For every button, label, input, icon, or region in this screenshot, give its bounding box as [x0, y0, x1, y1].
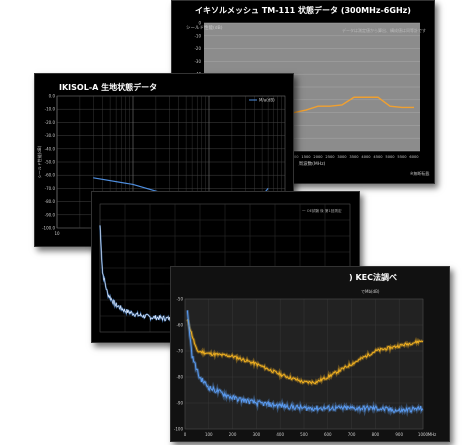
x-axis-label: 周波数(MHz)	[299, 160, 326, 167]
y-tick-label: -30	[194, 59, 201, 64]
y-tick-label: -10	[194, 33, 201, 38]
y-tick-label: -80	[176, 375, 183, 380]
y-tick-label: -20	[194, 46, 201, 51]
x-tick-label: 500	[300, 432, 308, 437]
x-tick-label: 4500	[373, 155, 383, 159]
chart-plot-kec: -50 -60 -70 -80 -90 -1000 100 200 300 400 500 600 70…	[174, 297, 437, 438]
y-tick-label: -100.0	[42, 226, 55, 231]
y-tick-label: -10.0	[45, 107, 56, 112]
x-tick-label: 2000	[313, 155, 323, 159]
y-axis-label: シールド性能(dB)	[36, 145, 42, 178]
y-tick-label: -30.0	[45, 133, 56, 138]
x-tick-label: 10	[54, 231, 60, 236]
x-tick-label: 200	[229, 432, 237, 437]
y-tick-label: -20.0	[45, 120, 56, 125]
series-line	[186, 310, 424, 414]
x-tick-label: 1500	[301, 155, 311, 159]
x-tick-label: 5500	[397, 155, 407, 159]
y-tick-label: -70	[176, 349, 183, 354]
y-tick-label: -90.0	[45, 212, 56, 217]
chart-title-kec: ) KEC法調べ	[349, 273, 397, 282]
x-tick-label: 700	[348, 432, 356, 437]
legend-label: 一 OE試験 後 第1回測定	[302, 208, 342, 213]
x-tick-label: 100	[205, 432, 213, 437]
x-tick-label: 3000	[337, 155, 347, 159]
y-axis-label: シールド性能(dB)	[186, 24, 223, 31]
x-tick-label: 3500	[349, 155, 359, 159]
x-tick-label: 0	[184, 432, 187, 437]
chart-title-ikisol: IKISOL-A 生地状態データ	[59, 83, 158, 92]
chart-card-kec: ) KEC法調べ でMb(dB) -50 -60 -70 -80 -90 -100 0 100…	[170, 266, 450, 442]
y-tick-label: -50	[176, 297, 183, 302]
y-tick-label: 0.0	[49, 94, 56, 99]
x-tick-label: 900	[395, 432, 403, 437]
x-tick-label: 800	[372, 432, 380, 437]
y-tick-label: -80.0	[45, 199, 56, 204]
chart-title-tm111: イキソルメッシュ TM-111 状態データ (300MHz-6GHz)	[195, 6, 411, 15]
series-line	[186, 319, 424, 385]
x-tick-label: 2500	[325, 155, 335, 159]
chart-note-tm111: データは測定値から算出、構成値は同等計です	[342, 28, 426, 33]
legend-label: M/a(dB)	[259, 98, 275, 103]
x-tick-label: 1000	[289, 155, 299, 159]
y-tick-label: -70.0	[45, 186, 56, 191]
y-tick-label: -100	[174, 427, 184, 432]
y-tick-label: 0	[198, 21, 201, 26]
x-tick-label: 600	[324, 432, 332, 437]
x-tick-label: 6000	[409, 155, 419, 159]
x-tick-label: 300	[253, 432, 261, 437]
chart-footnote-tm111: ※無断転載	[410, 171, 430, 176]
y-tick-label: -60	[176, 323, 183, 328]
y-tick-label: -40.0	[45, 146, 56, 151]
x-axis-label: MHz	[428, 432, 437, 437]
x-tick-label: 5000	[385, 155, 395, 159]
chart-subtitle-kec: でMb(dB)	[361, 289, 380, 294]
x-tick-label: 400	[276, 432, 284, 437]
y-tick-label: -60.0	[45, 173, 56, 178]
y-tick-label: -50.0	[45, 160, 56, 165]
x-tick-label: 4000	[361, 155, 371, 159]
x-tick-label: 1000	[418, 432, 429, 437]
y-tick-label: -90	[176, 401, 183, 406]
